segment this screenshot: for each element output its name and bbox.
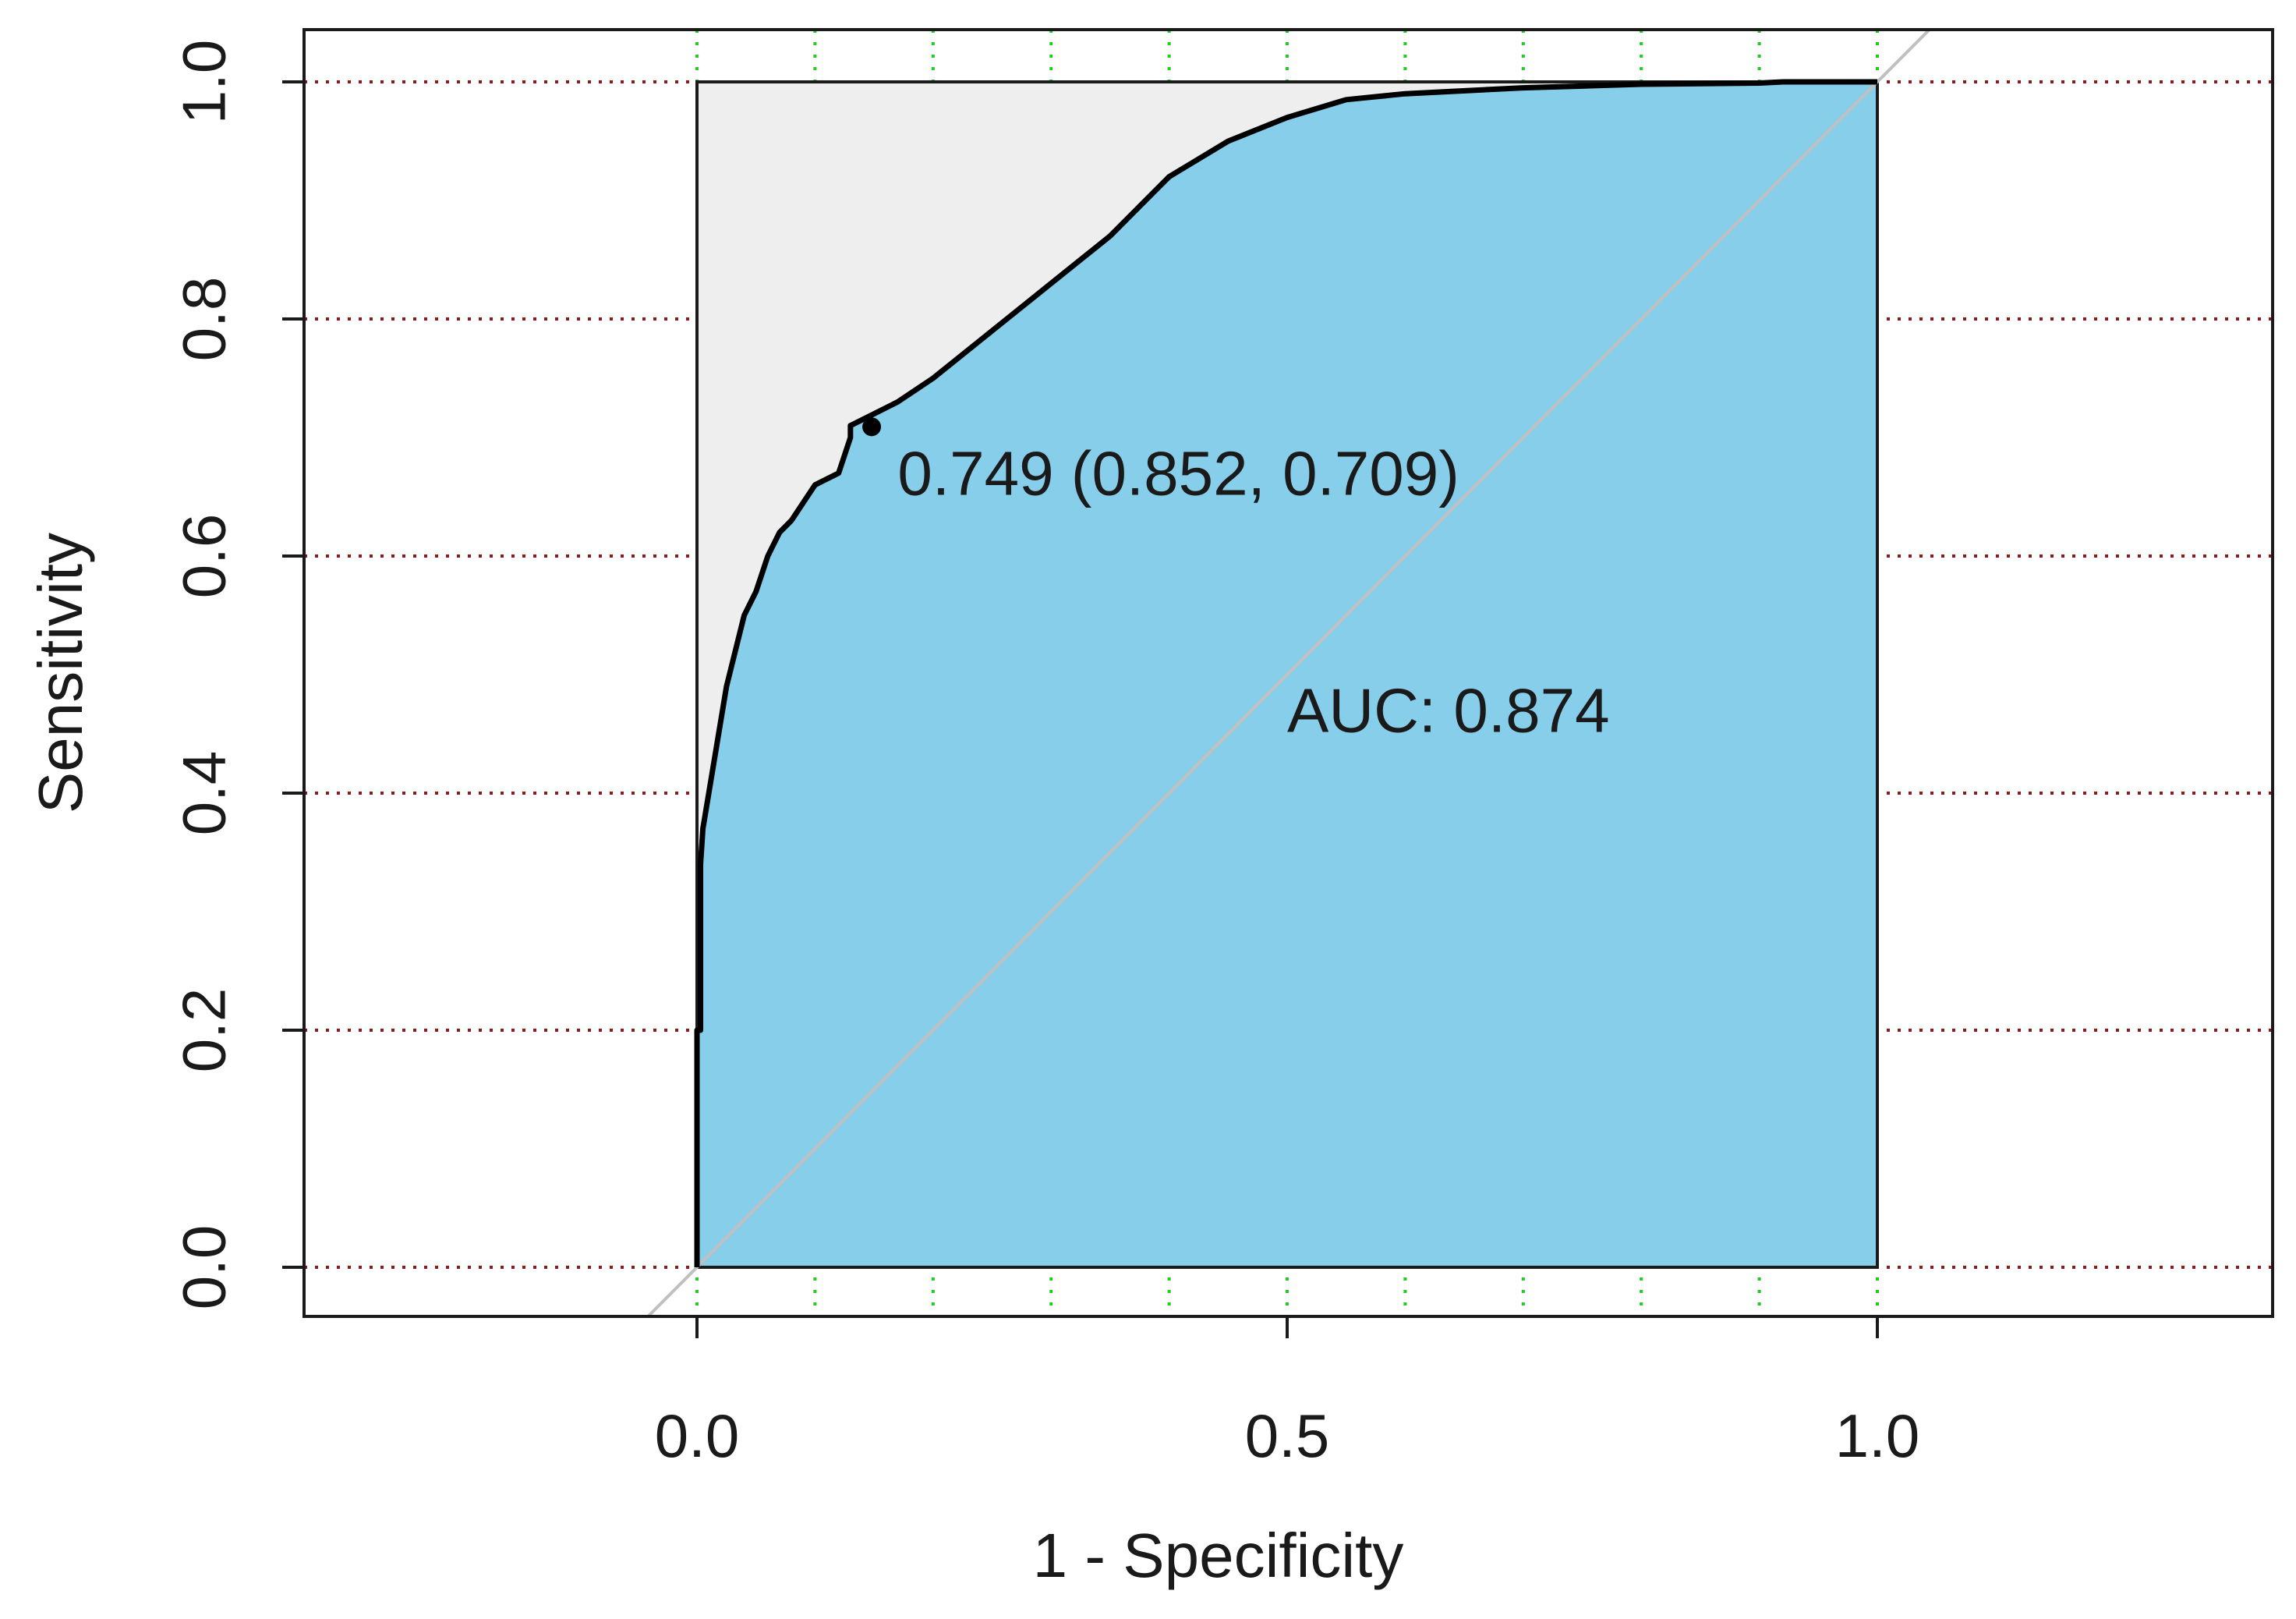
unit-square-border [695,80,1879,1269]
y-tick-label: 0.4 [170,751,239,835]
y-axis-title: Sensitivity [26,533,95,813]
y-tick-label: 0.0 [170,1225,239,1309]
diagonal-reference-line [646,30,1932,1316]
curve-layer [694,79,1877,1267]
diagonal-layer [646,30,1932,1316]
y-tick-label: 0.6 [170,514,239,598]
auc-annotation: AUC: 0.874 [1287,676,1610,746]
x-axis-title: 1 - Specificity [1033,1521,1404,1590]
x-tick-label: 1.0 [1835,1401,1919,1470]
threshold-point [862,417,882,437]
roc-curve [694,79,1877,1267]
y-tick-label: 0.8 [170,277,239,361]
y-tick-label: 0.2 [170,988,239,1072]
x-tick-label: 0.0 [655,1401,739,1470]
y-tick-label: 1.0 [170,40,239,124]
x-tick-label: 0.5 [1245,1401,1329,1470]
ticks-layer: 0.0 0.5 1.0 0.0 0.2 0.4 0.6 0.8 1.0 [170,40,1920,1470]
threshold-annotation: 0.749 (0.852, 0.709) [897,439,1459,508]
